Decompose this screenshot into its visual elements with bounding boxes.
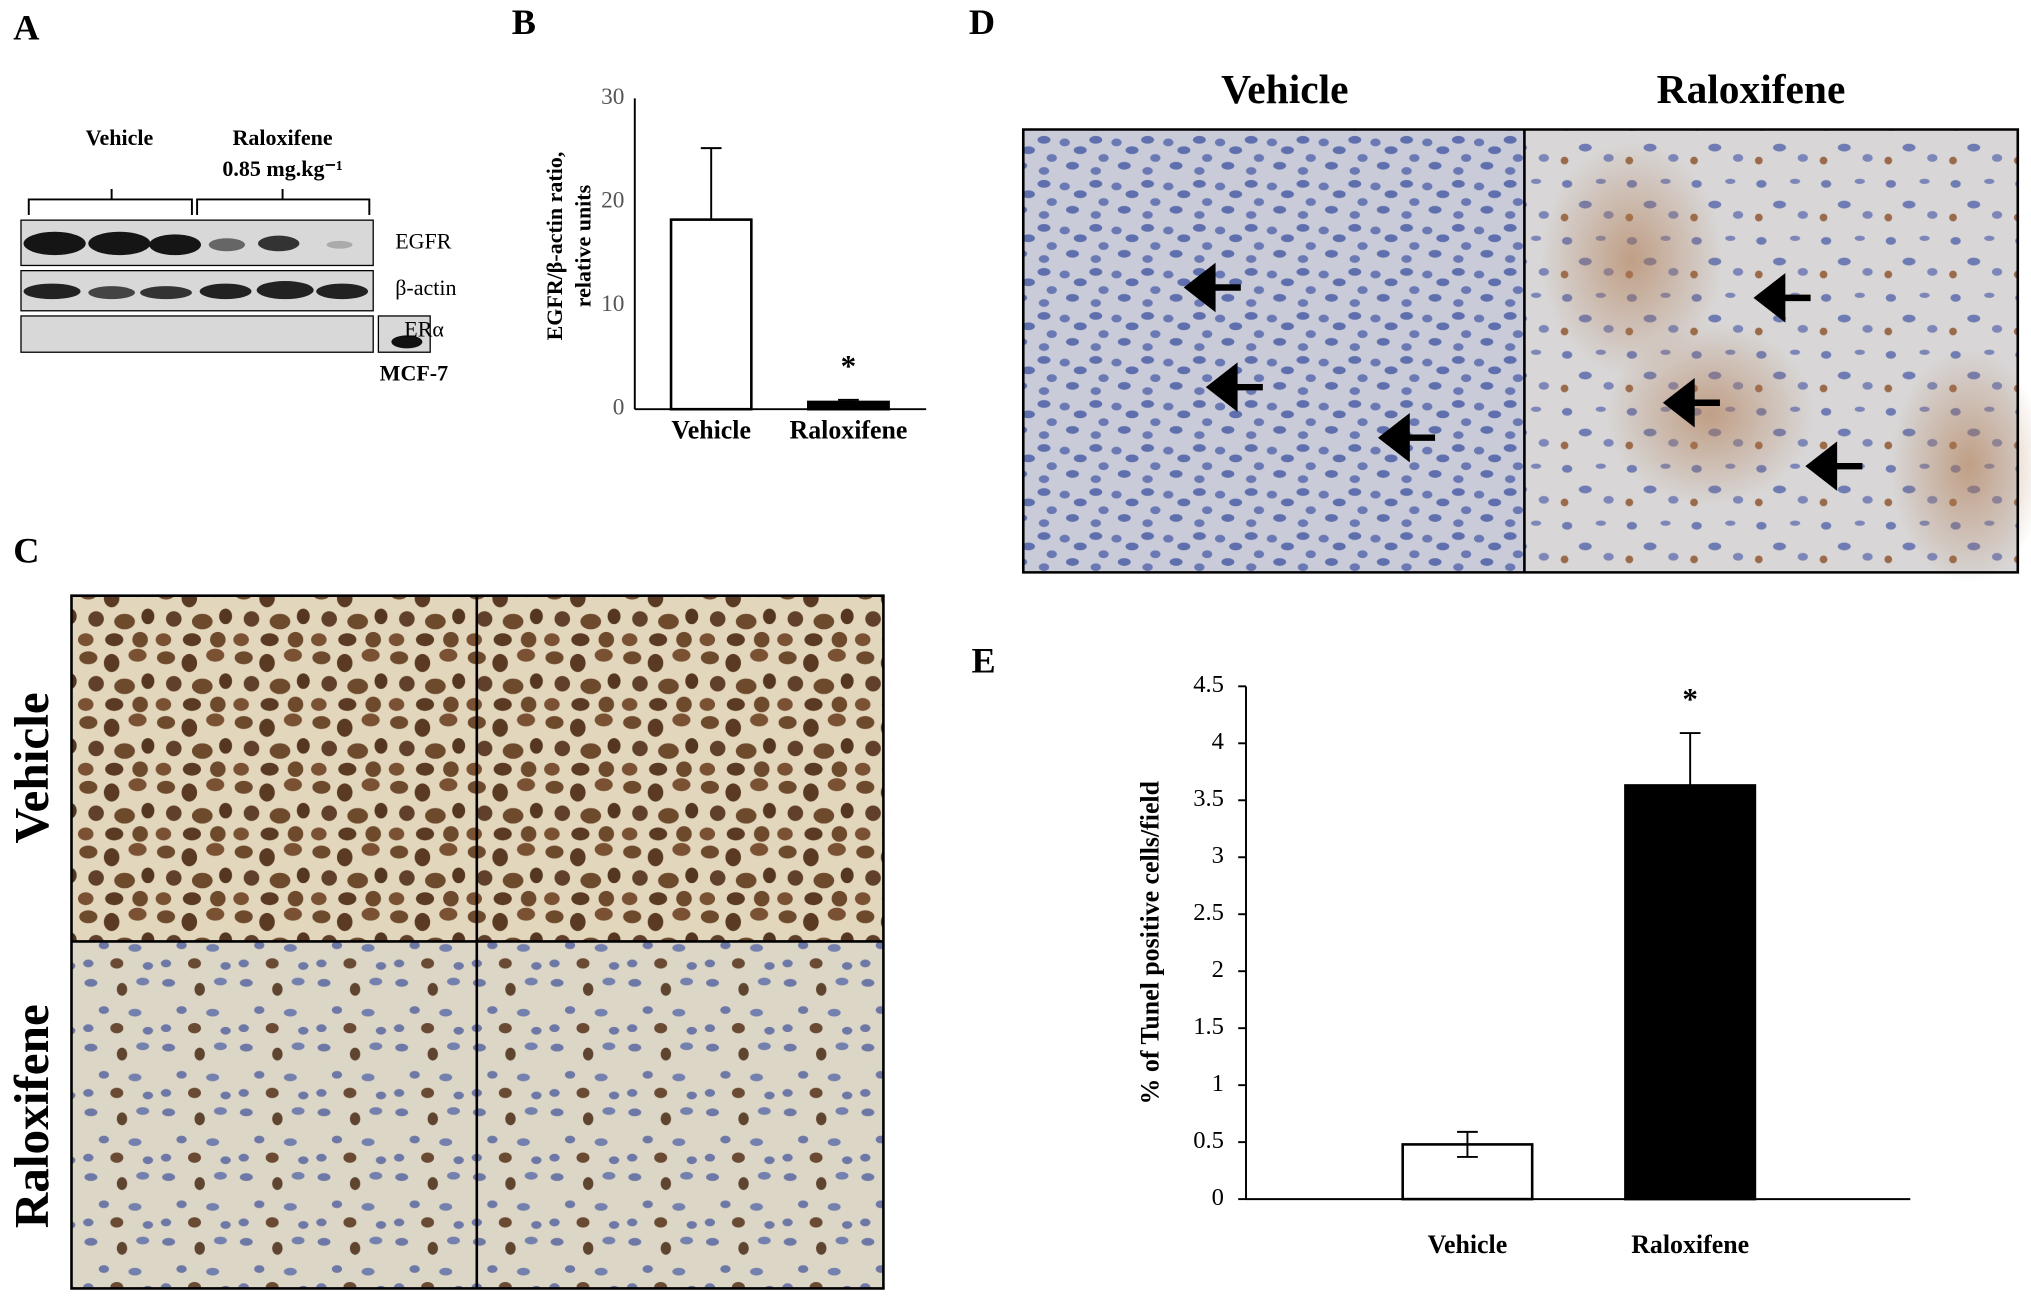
y-tick-label: 1.5 — [1193, 1013, 1224, 1040]
y-tick-label: 3.5 — [1193, 785, 1224, 812]
y-axis-label: relative units — [571, 184, 596, 307]
micrograph — [476, 941, 884, 1289]
panel-label: D — [969, 2, 995, 42]
micrograph — [71, 941, 477, 1289]
y-tick-label: 0.5 — [1193, 1127, 1224, 1154]
blot-band — [391, 335, 423, 349]
row-label: Raloxifene — [4, 1004, 59, 1228]
frame — [70, 594, 885, 1290]
micrograph — [1023, 129, 1525, 573]
y-tick-label: 20 — [601, 187, 624, 213]
panel-label: B — [512, 2, 536, 42]
x-tick-label: Vehicle — [671, 415, 751, 444]
bracket — [27, 189, 371, 215]
dose-label: 0.85 mg.kg⁻¹ — [222, 156, 342, 181]
y-tick-label: 3 — [1212, 842, 1224, 869]
column-label: Vehicle — [1221, 66, 1348, 112]
band-label: ERα — [404, 317, 444, 342]
micrograph — [71, 595, 477, 942]
annotation: * — [841, 348, 857, 383]
band-label: EGFR — [395, 228, 452, 253]
y-tick-label: 4 — [1212, 728, 1224, 755]
blot-bands — [23, 281, 369, 300]
y-axis-label: % of Tunel positive cells/field — [1136, 780, 1165, 1104]
control-label: MCF-7 — [380, 361, 448, 386]
group-label: Vehicle — [86, 125, 154, 150]
y-tick-label: 0 — [1212, 1184, 1224, 1211]
panel-label: A — [13, 7, 39, 47]
y-tick-label: 30 — [601, 84, 624, 110]
y-tick-label: 10 — [601, 291, 624, 317]
x-tick-label: Vehicle — [1428, 1230, 1508, 1259]
error-bar — [1679, 732, 1701, 839]
panel-label: E — [971, 641, 995, 681]
micrograph — [476, 595, 884, 942]
y-tick-label: 1 — [1212, 1070, 1224, 1097]
frame — [1021, 128, 2020, 574]
error-bar — [700, 147, 722, 220]
x-tick-label: Raloxifene — [790, 415, 908, 444]
y-tick-label: 2.5 — [1193, 899, 1224, 926]
y-axis-label: EGFR/β-actin ratio, — [542, 152, 567, 341]
y-tick-label: 2 — [1212, 956, 1224, 983]
annotation: * — [1682, 681, 1698, 716]
stain-patches — [1541, 142, 2031, 583]
blot-strip — [20, 315, 374, 353]
arrows — [1183, 262, 1863, 491]
error-bar — [1457, 1130, 1478, 1158]
blot-bands — [23, 231, 353, 256]
group-label: Raloxifene — [232, 125, 332, 150]
bar — [807, 400, 890, 411]
panel-label: C — [13, 531, 39, 571]
row-label: Vehicle — [4, 692, 59, 843]
x-tick-label: Raloxifene — [1631, 1230, 1749, 1259]
y-tick-label: 0 — [613, 395, 625, 421]
column-label: Raloxifene — [1657, 66, 1846, 112]
band-label: β-actin — [395, 275, 456, 300]
bar — [1624, 784, 1757, 1201]
bar — [669, 218, 753, 411]
error-bar — [838, 398, 859, 402]
y-tick-label: 4.5 — [1193, 671, 1224, 698]
